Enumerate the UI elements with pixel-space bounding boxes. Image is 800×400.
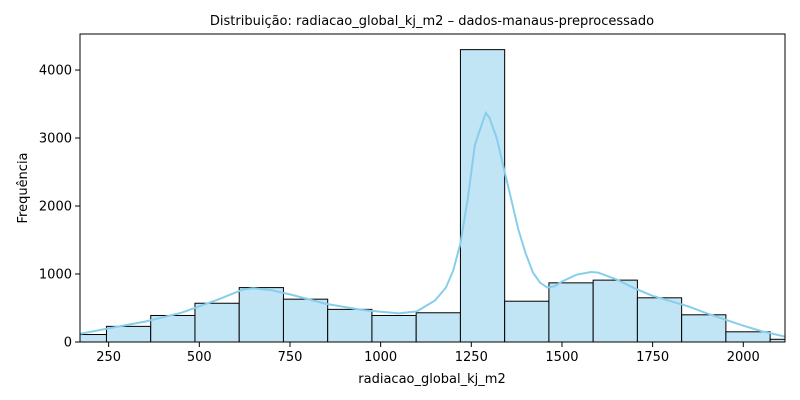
- x-axis-ticks: 250 500 750 1000 1250 1500 1750 2000: [96, 342, 760, 365]
- histogram-bar-15: [725, 331, 771, 343]
- histogram-bar-8: [415, 312, 461, 343]
- chart-title: Distribuição: radiacao_global_kj_m2 – da…: [210, 14, 654, 29]
- histogram-bar-1: [105, 325, 152, 343]
- histogram-bar-4: [238, 287, 284, 343]
- x-tick-label: 750: [278, 350, 303, 365]
- histogram-bar-0: [79, 334, 107, 343]
- kde-curve: [79, 110, 786, 338]
- histogram-bar-9: [459, 49, 506, 343]
- histogram-bar-3: [194, 302, 240, 343]
- histogram-bar-14: [681, 314, 727, 343]
- y-tick-label: 2000: [39, 200, 72, 215]
- histogram-bar-11: [548, 282, 594, 343]
- histogram-bar-7: [371, 314, 417, 343]
- histogram-bar-13: [636, 297, 683, 343]
- y-tick-label: 0: [64, 336, 72, 351]
- histogram-bar-6: [327, 308, 373, 343]
- y-tick-label: 3000: [39, 132, 72, 147]
- y-tick-label: 4000: [39, 64, 72, 79]
- y-axis-ticks: 0 1000 2000 3000 4000: [39, 64, 80, 351]
- histogram-bar-5: [282, 298, 329, 343]
- x-tick-label: 2000: [727, 350, 760, 365]
- histogram-bar-12: [592, 279, 638, 343]
- histogram-bar-10: [504, 300, 550, 343]
- x-tick-label: 250: [96, 350, 121, 365]
- x-tick-label: 500: [187, 350, 212, 365]
- x-tick-label: 1250: [455, 350, 488, 365]
- plot-frame: [79, 33, 786, 343]
- x-axis-label: radiacao_global_kj_m2: [358, 372, 505, 387]
- y-tick-label: 1000: [39, 268, 72, 283]
- x-tick-label: 1500: [545, 350, 578, 365]
- histogram-bars: [79, 49, 786, 343]
- y-axis-label: Frequência: [16, 152, 31, 223]
- histogram-bar-2: [150, 314, 196, 343]
- x-tick-label: 1000: [364, 350, 397, 365]
- x-tick-label: 1750: [636, 350, 669, 365]
